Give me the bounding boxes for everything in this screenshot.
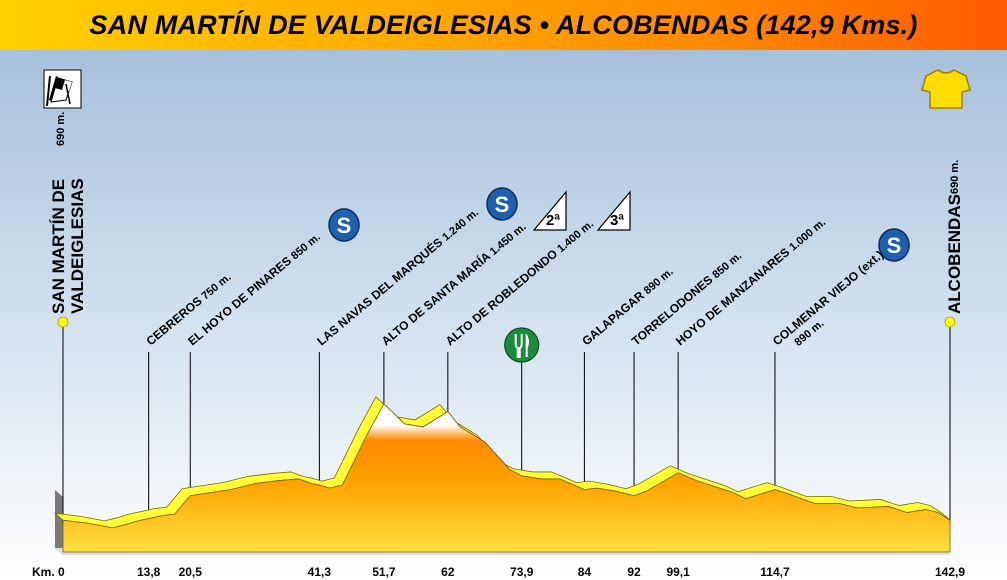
finish-name: ALCOBENDAS <box>945 194 964 314</box>
km-label: 92 <box>627 565 641 579</box>
profile-face <box>62 403 951 553</box>
climb-triangle <box>532 190 567 231</box>
km-label: 84 <box>578 565 592 579</box>
profile-chart: CEBREROS 750 m.EL HOYO DE PINARES 850 m.… <box>0 50 1007 580</box>
start-label: SAN MARTÍN DE VALDEIGLESIAS 690 m. <box>49 112 87 314</box>
climb-triangle <box>596 190 631 231</box>
km-axis: Km. 0 13,8 20,5 41,3 51,7 62 73,9 84 92 99,1 114,7… <box>32 565 965 579</box>
km-label: 41,3 <box>308 565 332 579</box>
page-title: SAN MARTÍN DE VALDEIGLESIAS • ALCOBENDAS… <box>89 9 918 40</box>
feed-zone-cutlery-icon <box>504 327 540 363</box>
climb-category-label: 3ª <box>610 212 624 229</box>
start-altitude: 690 m. <box>55 112 67 146</box>
finish-label: ALCOBENDAS 690 m. <box>945 160 964 314</box>
knife-shape <box>525 334 529 357</box>
checkered-flag-icon <box>43 69 82 109</box>
sprint-s-icon: S <box>486 187 518 221</box>
marker-dot <box>944 316 956 328</box>
km-label: 73,9 <box>510 565 534 579</box>
base-wall <box>55 490 63 555</box>
km-label: 99,1 <box>666 565 690 579</box>
sprint-badge <box>328 208 360 242</box>
profile-icons: S S 2ª 3ª S <box>57 187 956 363</box>
start-name-line2: VALDEIGLESIAS <box>68 178 87 314</box>
sprint-s-icon: S <box>878 228 910 262</box>
km-label: Km. 0 <box>32 565 65 579</box>
finish-altitude: 690 m. <box>949 160 961 194</box>
title-bar: SAN MARTÍN DE VALDEIGLESIAS • ALCOBENDAS… <box>0 0 1007 50</box>
km-label: 142,9 <box>935 565 965 579</box>
km-label: 62 <box>441 565 455 579</box>
start-name-line1: SAN MARTÍN DE <box>49 179 68 314</box>
climb-category-label: 2ª <box>546 212 560 229</box>
sprint-badge <box>878 228 910 262</box>
sprint-letter: S <box>337 213 352 238</box>
sprint-s-icon: S <box>328 208 360 242</box>
km-label: 20,5 <box>179 565 203 579</box>
mountain-category-icon: 2ª <box>532 190 567 231</box>
sprint-letter: S <box>887 233 902 258</box>
marker-dot <box>57 316 69 328</box>
guide-lines <box>62 325 951 525</box>
sprint-badge <box>486 187 518 221</box>
km-label: 13,8 <box>137 565 161 579</box>
km-label: 51,7 <box>372 565 396 579</box>
fork-shape <box>514 334 523 358</box>
profile-area <box>53 396 951 553</box>
yellow-jersey-icon <box>921 69 971 109</box>
sprint-letter: S <box>495 192 510 217</box>
km-label: 114,7 <box>760 565 790 579</box>
mountain-category-icon: 3ª <box>596 190 631 231</box>
